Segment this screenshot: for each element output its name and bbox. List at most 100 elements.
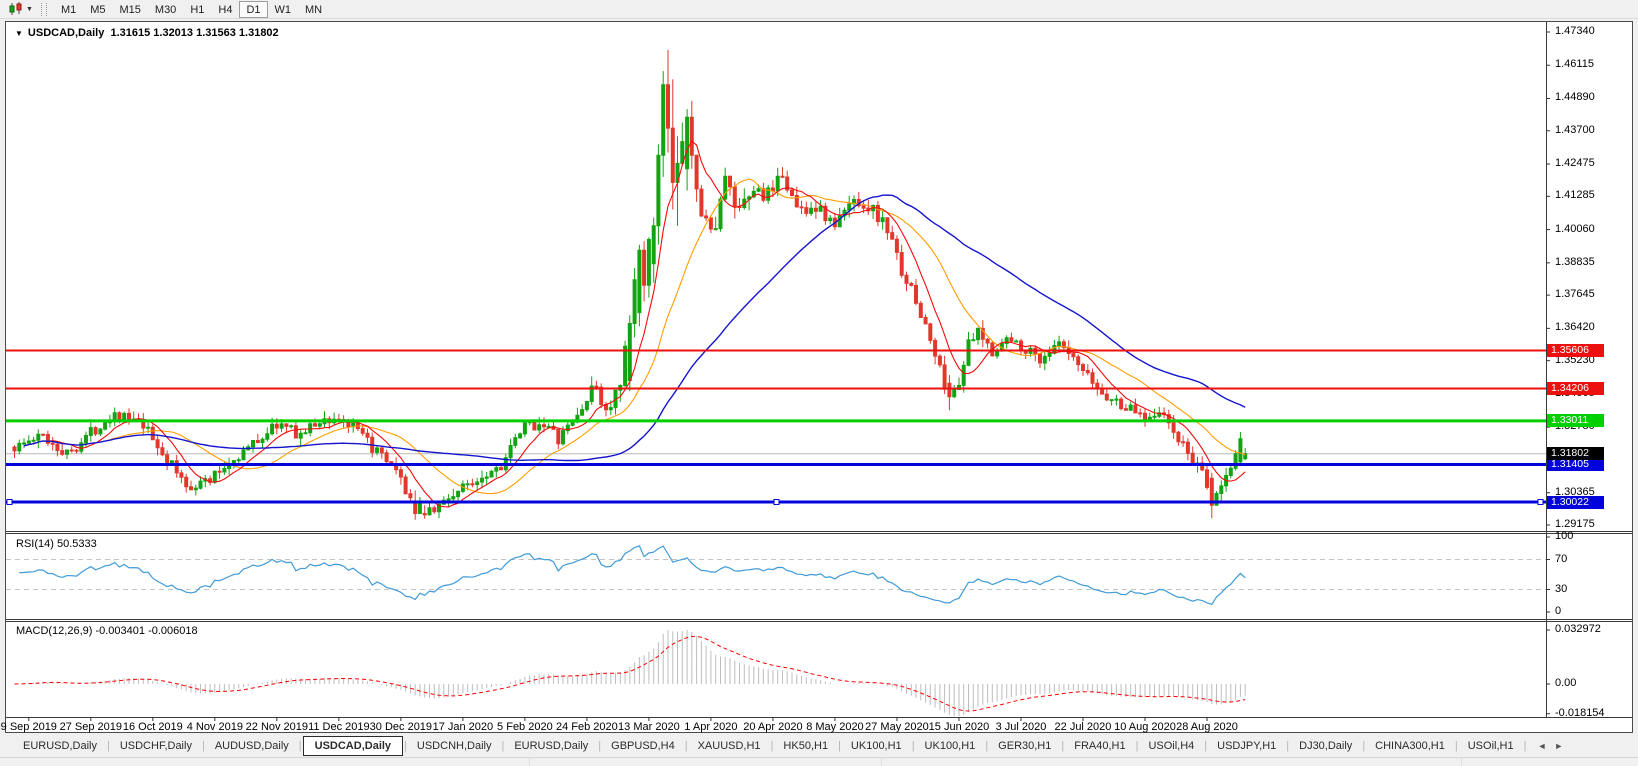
rsi-scale-tick-70: 70 — [1555, 552, 1568, 565]
chart-tab-ger30-h1[interactable]: GER30,H1 — [998, 739, 1052, 752]
date-label-2: 16 Oct 2019 — [122, 721, 183, 733]
price-scale-tick-1.47340: 1.47340 — [1555, 25, 1595, 37]
date-label-9: 24 Feb 2020 — [556, 721, 618, 733]
chart-tab-uk100-h1[interactable]: UK100,H1 — [924, 739, 976, 752]
date-label-17: 22 Jul 2020 — [1054, 721, 1112, 733]
tab-separator: | — [501, 739, 505, 752]
price-scale-tick-1.30365: 1.30365 — [1555, 485, 1595, 498]
date-label-5: 11 Dec 2019 — [308, 721, 370, 733]
chart-tab-china300-h1[interactable]: CHINA300,H1 — [1375, 739, 1445, 752]
timeframe-button-m15[interactable]: M15 — [119, 3, 141, 16]
tab-separator: | — [1286, 739, 1290, 752]
tab-separator: | — [838, 739, 841, 752]
down-candle-wicks — [14, 49, 1213, 520]
price-scale-tick-1.29175: 1.29175 — [1555, 518, 1595, 530]
rsi-indicator-label: RSI(14) 50.5333 — [16, 538, 97, 550]
candlestick-chart-icon — [9, 2, 22, 15]
rsi-scale-tick-0: 0 — [1555, 605, 1562, 617]
price-label-1.30022[interactable]: 1.30022 — [1547, 495, 1604, 509]
chevron-down-icon: ▼ — [26, 5, 33, 13]
date-label-13: 8 May 2020 — [806, 721, 864, 733]
price-label-1.33011[interactable]: 1.33011 — [1547, 414, 1604, 428]
timeframe-button-mn[interactable]: MN — [305, 3, 323, 16]
date-label-19: 28 Aug 2020 — [1176, 721, 1238, 733]
chart-tab-usdjpy-h1[interactable]: USDJPY,H1 — [1217, 739, 1277, 752]
chart-tab-fra40-h1[interactable]: FRA40,H1 — [1074, 739, 1126, 752]
timeframe-button-h4[interactable]: H4 — [218, 3, 233, 16]
line-drag-handle[interactable] — [6, 499, 13, 506]
timeframe-button-w1[interactable]: W1 — [274, 3, 292, 16]
date-label-1: 27 Sep 2019 — [59, 721, 123, 733]
top-toolbar: ▼ M1 M5 M15 M30 H1 H4 D1 W1 MN — [0, 0, 1638, 19]
chart-tab-usoil-h4[interactable]: USOil,H4 — [1148, 739, 1195, 752]
chart-tab-hk50-h1[interactable]: HK50,H1 — [783, 739, 829, 752]
price-label-1.31405[interactable]: 1.31405 — [1547, 457, 1604, 471]
line-drag-handle[interactable] — [1537, 499, 1544, 506]
tab-separator: | — [684, 739, 688, 752]
chart-tab-usdcad-daily[interactable]: USDCAD,Daily — [302, 735, 404, 756]
price-scale-tick-1.44890: 1.44890 — [1555, 91, 1595, 104]
tab-scroll-right-icon[interactable]: ► — [1554, 740, 1564, 751]
timeframe-buttons: M1 M5 M15 M30 H1 H4 D1 W1 MN — [54, 0, 329, 18]
tab-scroll-arrows: ◄ ► — [1537, 741, 1563, 751]
chart-tab-audusd-daily[interactable]: AUDUSD,Daily — [214, 739, 289, 752]
macd-scale-tick-0.00: 0.00 — [1555, 677, 1577, 689]
tab-separator: | — [201, 739, 205, 752]
chart-tab-usoil-h1[interactable]: USOil,H1 — [1467, 739, 1514, 752]
chart-tab-dj30-daily[interactable]: DJ30,Daily — [1299, 739, 1353, 752]
chart-style-button[interactable]: ▼ — [0, 1, 38, 18]
date-label-14: 27 May 2020 — [865, 721, 929, 733]
price-label-1.35606[interactable]: 1.35606 — [1547, 343, 1604, 357]
date-label-0: 9 Sep 2019 — [0, 721, 57, 733]
chart-tab-uk100-h1[interactable]: UK100,H1 — [850, 739, 902, 752]
status-cell — [0, 758, 530, 766]
date-label-11: 1 Apr 2020 — [684, 721, 738, 733]
chart-canvas[interactable] — [6, 22, 1632, 732]
current-price-label: 1.31802 — [1547, 447, 1604, 461]
toolbar-grip — [40, 2, 47, 16]
chart-tab-usdcnh-daily[interactable]: USDCNH,Daily — [416, 739, 492, 752]
tab-separator: | — [911, 739, 915, 752]
tab-separator: | — [298, 739, 302, 752]
tab-separator: | — [1362, 739, 1366, 752]
status-bar — [0, 757, 1638, 766]
timeframe-button-d1[interactable]: D1 — [239, 0, 268, 18]
date-label-6: 30 Dec 2019 — [369, 721, 433, 733]
timeframe-button-m5[interactable]: M5 — [90, 3, 106, 16]
tab-separator: | — [1454, 739, 1458, 752]
chart-tab-usdchf-daily[interactable]: USDCHF,Daily — [119, 739, 192, 752]
status-cell — [882, 758, 1462, 766]
up-candle-bodies — [17, 84, 1248, 516]
price-scale-tick-1.46115: 1.46115 — [1555, 58, 1594, 71]
line-drag-handle[interactable] — [773, 499, 780, 506]
chart-tab-gbpusd-h4[interactable]: GBPUSD,H4 — [611, 739, 675, 752]
price-label-1.34206[interactable]: 1.34206 — [1547, 381, 1604, 395]
date-label-16: 3 Jul 2020 — [995, 721, 1047, 733]
date-label-12: 20 Apr 2020 — [743, 721, 803, 733]
tab-scroll-left-icon[interactable]: ◄ — [1537, 740, 1547, 751]
date-label-8: 5 Feb 2020 — [497, 721, 553, 733]
tab-separator: | — [1523, 739, 1527, 752]
macd-indicator-label: MACD(12,26,9) -0.003401 -0.006018 — [16, 625, 198, 637]
chart-tab-eurusd-daily[interactable]: EURUSD,Daily — [514, 739, 589, 752]
chart-tabs-bar: EURUSD,Daily | USDCHF,Daily | AUDUSD,Daily | U… — [0, 734, 1638, 757]
price-scale-tick-1.41285: 1.41285 — [1555, 189, 1595, 202]
tab-separator: | — [1135, 739, 1139, 752]
timeframe-button-h1[interactable]: H1 — [190, 3, 205, 16]
status-cell — [530, 758, 882, 766]
macd-histogram — [18, 630, 1246, 717]
macd-signal-line — [14, 635, 1246, 712]
date-label-18: 10 Aug 2020 — [1114, 721, 1176, 733]
timeframe-button-m1[interactable]: M1 — [60, 3, 77, 16]
price-scale-tick-1.36420: 1.36420 — [1555, 321, 1595, 334]
title-dropdown-icon[interactable]: ▼ — [15, 29, 23, 38]
timeframe-button-m30[interactable]: M30 — [154, 3, 177, 16]
up-candle-wicks — [18, 71, 1246, 519]
chart-tab-xauusd-h1[interactable]: XAUUSD,H1 — [697, 739, 761, 752]
chart-window[interactable]: ▼ USDCAD,Daily 1.31615 1.32013 1.31563 1.… — [1, 21, 1633, 733]
tab-separator: | — [770, 739, 774, 752]
date-label-4: 22 Nov 2019 — [245, 721, 309, 733]
tab-separator: | — [1061, 739, 1065, 752]
chart-tab-eurusd-daily[interactable]: EURUSD,Daily — [23, 739, 97, 752]
date-label-15: 15 Jun 2020 — [928, 721, 990, 733]
